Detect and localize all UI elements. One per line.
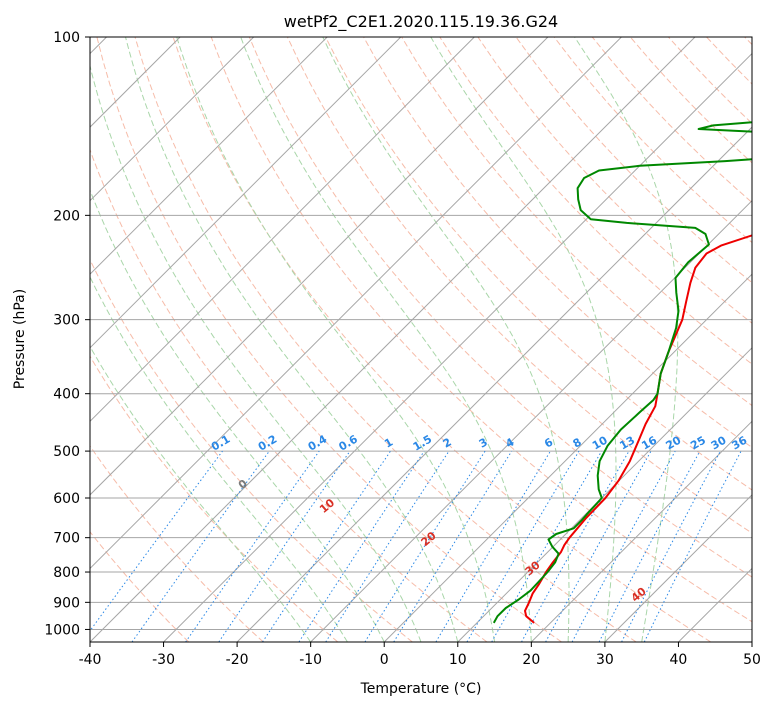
dewpoint-profile-line xyxy=(492,121,752,624)
dry-adiabat-line xyxy=(96,37,562,642)
y-tick-label: 200 xyxy=(53,208,80,224)
x-tick-label: -30 xyxy=(152,652,175,668)
moist-adiabat-line xyxy=(90,345,312,642)
x-tick-label: -20 xyxy=(226,652,249,668)
isotherm-gridline xyxy=(163,52,752,642)
moist-adiabat-line xyxy=(322,37,570,642)
mixing-ratio-labels: 0.1 0.2 0.4 0.6 1 1.5 2 3 4 6 8 10 13 16 20 25 30 36 xyxy=(209,432,749,453)
isotherm-gridline xyxy=(530,420,752,642)
moist-adiabat-line xyxy=(240,37,532,642)
mixing-ratio-line xyxy=(131,450,270,642)
mixing-ratio-line xyxy=(545,450,652,642)
x-tick-label: 20 xyxy=(522,652,540,668)
y-tick-label: 700 xyxy=(53,531,80,547)
y-tick-label: 1000 xyxy=(44,622,80,638)
x-tick-label: -40 xyxy=(79,652,102,668)
y-tick-label: 400 xyxy=(53,387,80,403)
mixing-ratio-line xyxy=(90,450,223,632)
mixing-ratio-line xyxy=(521,450,630,642)
x-tick-label: 10 xyxy=(449,652,467,668)
moist-adiabat-line xyxy=(430,37,617,642)
mixing-ratio-line xyxy=(393,450,513,642)
x-axis-label: Temperature (°C) xyxy=(360,681,482,697)
plot-frame xyxy=(89,36,753,643)
isotherm-gridline xyxy=(90,37,475,423)
isotherm-gridline xyxy=(90,37,622,570)
y-tick-label: 100 xyxy=(53,30,80,46)
y-tick-label: 600 xyxy=(53,491,80,507)
background-grid xyxy=(90,37,752,642)
y-tick-label: 900 xyxy=(53,595,80,611)
x-tick-label: 30 xyxy=(596,652,614,668)
plot-area xyxy=(90,37,752,642)
moist-adiabat-line xyxy=(176,37,496,642)
isotherm-gridline xyxy=(383,273,752,642)
y-axis-label: Pressure (hPa) xyxy=(12,289,28,389)
moist-adiabat-line xyxy=(90,63,422,642)
mixing-ratio-line xyxy=(218,450,351,642)
isotherm-gridline xyxy=(310,199,752,642)
chart-title: wetPf2_C2E1.2020.115.19.36.G24 xyxy=(284,12,558,32)
moist-adiabat-line xyxy=(125,37,459,642)
isotherm-gridline xyxy=(90,37,255,202)
dry-adiabat-line xyxy=(401,37,752,407)
mixing-ratio-line xyxy=(325,450,450,642)
isotherm-gridline xyxy=(236,126,752,642)
isotherm-gridline xyxy=(90,37,402,349)
y-tick-label: 300 xyxy=(53,313,80,329)
isotherm-gridline xyxy=(457,347,752,642)
dry-adiabat-line xyxy=(90,148,488,642)
mixing-ratio-line xyxy=(298,450,425,642)
dry-adiabat-line xyxy=(439,37,752,365)
x-tick-label: -10 xyxy=(299,652,322,668)
y-tick-label: 500 xyxy=(53,444,80,460)
dry-adiabat-line xyxy=(515,37,752,284)
dry-adiabat-line xyxy=(90,445,264,642)
dry-adiabat-line xyxy=(90,355,339,642)
mixing-ratio-line xyxy=(571,450,676,642)
isotherm-gridline xyxy=(90,37,696,642)
dry-adiabat-line xyxy=(210,37,752,623)
dry-adiabat-line xyxy=(248,37,752,578)
x-tick-label: 50 xyxy=(743,652,761,668)
isotherm-gridline xyxy=(90,37,328,275)
sounding-profiles xyxy=(492,121,752,624)
y-tick-label: 800 xyxy=(53,565,80,581)
dry-adiabat-line xyxy=(134,37,637,642)
moist-adiabat-line xyxy=(90,275,348,642)
isotherm-gridline xyxy=(90,37,549,496)
x-tick-label: 0 xyxy=(380,652,389,668)
dry-adiabat-line xyxy=(325,37,752,491)
axes: -40 -30 -20 -10 0 10 20 30 40 50 100 200 300 400 500 60… xyxy=(44,30,761,668)
mixing-ratio-line xyxy=(262,450,391,642)
mixing-ratio-line xyxy=(643,450,742,642)
moist-adiabat-line xyxy=(90,188,385,642)
isotherm-gridline xyxy=(604,494,752,642)
dry-adiabat-line xyxy=(90,531,190,642)
x-tick-label: 40 xyxy=(670,652,688,668)
mixing-ratio-line xyxy=(185,450,320,642)
